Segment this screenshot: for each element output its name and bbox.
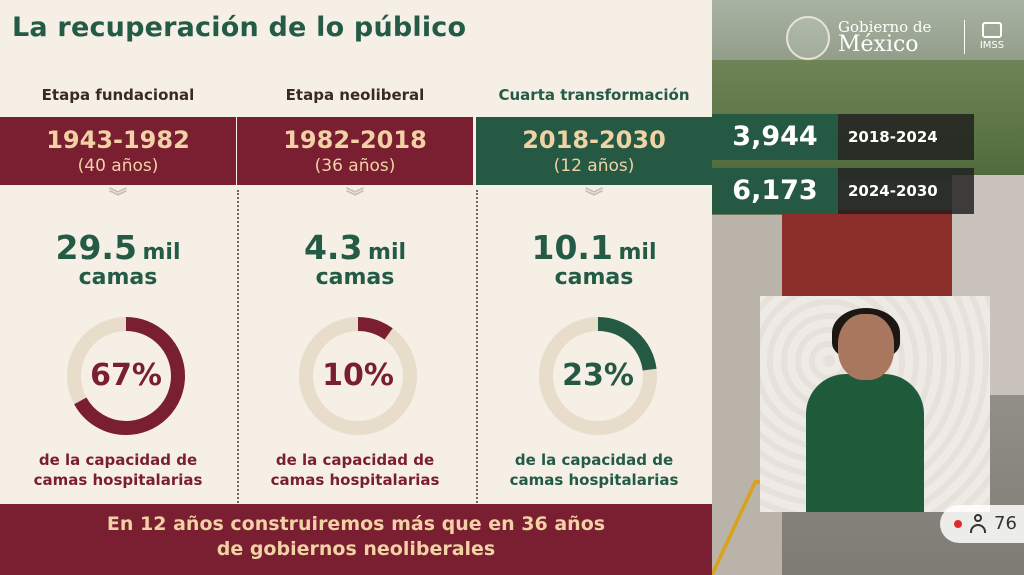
capacity-caption: de la capacidad de camas hospitalarias: [476, 450, 712, 490]
logo-text: México: [838, 32, 919, 57]
beds-label: camas: [315, 265, 395, 290]
caption-line: camas hospitalarias: [33, 471, 203, 489]
donut-arc: [299, 317, 417, 435]
beds-unit: mil: [142, 240, 181, 265]
caption-line: de la capacidad de: [38, 451, 198, 469]
imss-logo: IMSS: [972, 22, 1012, 51]
viewer-count: 76: [994, 513, 1017, 534]
beds-unit: mil: [368, 240, 407, 265]
donut-percent: 67%: [90, 358, 162, 393]
sign-language-interpreter-video: [760, 296, 990, 512]
period-years: 2018-2030: [522, 126, 666, 154]
footer-line: En 12 años construiremos más que en 36 a…: [106, 513, 606, 535]
donut-arc: [539, 317, 657, 435]
logo-text: Gobierno de: [838, 18, 932, 36]
beds-count-neoliberal: 4.3 mil camas: [237, 228, 473, 290]
beds-unit: mil: [618, 240, 657, 265]
national-seal-icon: [786, 16, 830, 60]
person-icon-body: [970, 524, 986, 533]
beds-number: 10.1: [531, 228, 613, 267]
capacity-caption: de la capacidad de camas hospitalarias: [237, 450, 473, 490]
period-band-neoliberal: 1982-2018 (36 años): [237, 117, 473, 185]
chevron-down-icon: ︾: [109, 187, 127, 208]
person-icon-head: [974, 514, 982, 522]
person-icon: [970, 514, 986, 534]
interpreter-head: [838, 314, 894, 380]
column-divider: [476, 190, 478, 510]
column-heading-fundacional: Etapa fundacional: [41, 86, 195, 104]
live-viewers-badge[interactable]: 76: [940, 505, 1024, 543]
period-duration: (12 años): [553, 156, 635, 176]
period-years: 1982-2018: [283, 126, 427, 154]
donut-percent: 23%: [562, 358, 634, 393]
period-band-cuarta: 2018-2030 (12 años): [476, 117, 712, 185]
gobierno-mexico-logo: Gobierno de México IMSS: [786, 16, 1024, 60]
period-band-fundacional: 1943-1982 (40 años): [0, 117, 236, 185]
column-heading-cuarta: Cuarta transformación: [476, 86, 712, 110]
footer-line: de gobiernos neoliberales: [216, 538, 496, 560]
slide-title: La recuperación de lo público: [12, 12, 467, 43]
stat-period: 2018-2024: [848, 128, 938, 146]
donut-chart-fundacional: 67%: [66, 316, 186, 436]
column-divider: [237, 190, 239, 510]
donut-percent: 10%: [322, 358, 394, 393]
imss-mark-icon: [982, 22, 1002, 38]
caption-line: camas hospitalarias: [509, 471, 679, 489]
logo-separator: [964, 20, 965, 54]
photo-hospital-facade: [782, 210, 952, 300]
beds-number: 4.3: [303, 228, 363, 267]
period-years: 1943-1982: [46, 126, 190, 154]
donut-chart-cuarta: 23%: [538, 316, 658, 436]
period-duration: (36 años): [314, 156, 396, 176]
chevron-down-icon: ︾: [585, 187, 603, 208]
caption-line: de la capacidad de: [275, 451, 435, 469]
stat-value: 3,944: [712, 114, 838, 160]
footer-banner: En 12 años construiremos más que en 36 a…: [0, 504, 712, 575]
donut-svg: [67, 317, 185, 435]
stat-period: 2024-2030: [848, 182, 938, 200]
chevron-down-icon: ︾: [346, 187, 364, 208]
donut-arc: [67, 317, 185, 435]
column-heading-neoliberal: Etapa neoliberal: [285, 86, 425, 104]
caption-line: de la capacidad de: [514, 451, 674, 469]
beds-count-fundacional: 29.5 mil camas: [0, 228, 236, 290]
stat-row: 6,173 2024-2030: [712, 168, 974, 214]
donut-svg: [299, 317, 417, 435]
interpreter-figure: [806, 374, 924, 512]
donut-chart-neoliberal: 10%: [298, 316, 418, 436]
period-duration: (40 años): [77, 156, 159, 176]
beds-label: camas: [554, 265, 634, 290]
beds-number: 29.5: [55, 228, 137, 267]
beds-count-cuarta: 10.1 mil camas: [476, 228, 712, 290]
photo-sky: [712, 0, 1024, 70]
live-dot-icon: [954, 520, 962, 528]
beds-label: camas: [78, 265, 158, 290]
donut-svg: [539, 317, 657, 435]
stat-value: 6,173: [712, 168, 838, 214]
caption-line: camas hospitalarias: [270, 471, 440, 489]
stat-row: 3,944 2018-2024: [712, 114, 974, 160]
capacity-caption: de la capacidad de camas hospitalarias: [0, 450, 236, 490]
slide-panel: La recuperación de lo público Etapa fund…: [0, 12, 712, 575]
imss-text: IMSS: [979, 40, 1005, 51]
